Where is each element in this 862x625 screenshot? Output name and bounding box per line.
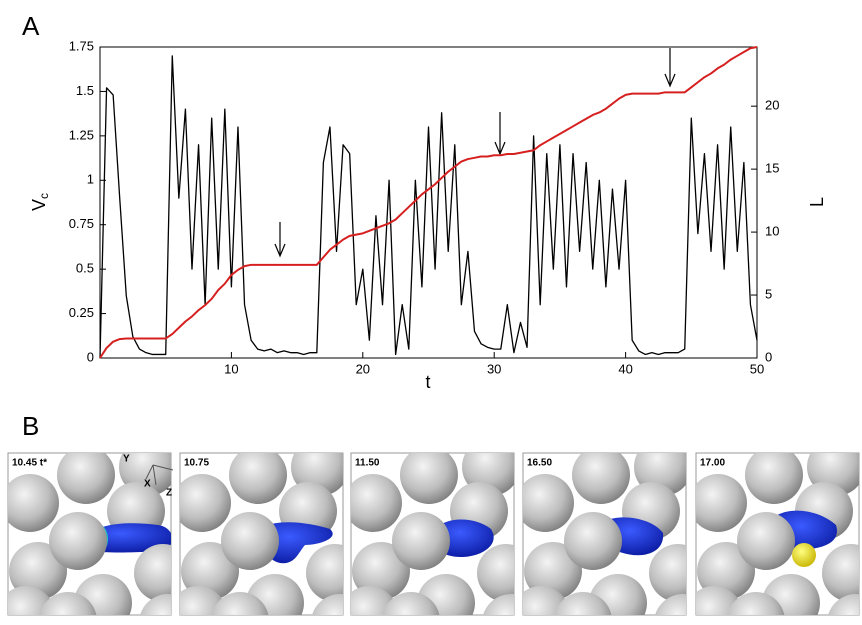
- arrows: [274, 48, 676, 258]
- y-label-main: V: [29, 199, 49, 211]
- atom: [523, 474, 574, 532]
- y-tick-label: 0: [87, 349, 94, 364]
- y2-tick-label: 5: [765, 286, 772, 301]
- atom: [483, 594, 514, 615]
- snapshot-content: [696, 453, 859, 615]
- atom: [554, 592, 612, 615]
- plot-frame: [99, 46, 758, 359]
- atom: [306, 544, 343, 602]
- y-tick-label: 1.25: [69, 127, 94, 142]
- atom: [49, 512, 107, 570]
- panel-label: B: [22, 411, 39, 441]
- y2-tick-label: 15: [765, 161, 779, 176]
- atom: [828, 594, 859, 615]
- y-tick-label: 1.5: [76, 83, 94, 98]
- atom: [822, 544, 859, 602]
- y-tick-label: 0.75: [69, 216, 94, 231]
- snapshot-label: 10.75: [184, 458, 209, 469]
- atom: [312, 594, 343, 615]
- atom: [221, 512, 279, 570]
- snapshot-label: 17.00: [700, 458, 725, 469]
- atom: [737, 512, 795, 570]
- y-label-sub: c: [37, 193, 51, 199]
- atom: [57, 453, 115, 504]
- atom: [211, 592, 269, 615]
- snapshot-content: [351, 453, 514, 615]
- snapshot-label: 10.45 t*: [12, 458, 47, 469]
- triad-label: Z: [166, 488, 172, 499]
- snapshot-label: 11.50: [355, 458, 380, 469]
- x-axis-label: t: [425, 372, 430, 392]
- triad-label: Y: [123, 454, 130, 465]
- snapshot: 11.50: [350, 452, 515, 616]
- y-axis-label: Vc: [29, 193, 51, 211]
- snapshot-content: [180, 453, 343, 615]
- atom: [697, 542, 755, 600]
- atom: [477, 544, 514, 602]
- triad-label: X: [144, 479, 151, 490]
- snapshot-label: 16.50: [527, 458, 552, 469]
- atom: [400, 453, 458, 504]
- atom: [9, 542, 67, 600]
- series-line: [99, 55, 758, 359]
- y2-tick-label: 10: [765, 224, 779, 239]
- x-tick-label: 10: [224, 361, 238, 376]
- atom: [134, 544, 171, 602]
- y-tick-label: 1: [87, 172, 94, 187]
- atom: [524, 542, 582, 600]
- atom: [392, 512, 450, 570]
- snapshot-content: [523, 453, 686, 615]
- atom: [564, 512, 622, 570]
- atom: [351, 474, 402, 532]
- y2-tick-label: 20: [765, 98, 779, 113]
- atom: [696, 474, 747, 532]
- atom: [649, 544, 686, 602]
- hot-spot: [792, 543, 816, 567]
- atom: [727, 592, 785, 615]
- atom: [229, 453, 287, 504]
- snapshot: 17.00: [695, 452, 860, 616]
- atom: [745, 453, 803, 504]
- atom: [382, 592, 440, 615]
- panel-label: A: [22, 11, 40, 41]
- axes-triad: [145, 464, 174, 486]
- atom: [180, 474, 231, 532]
- atom: [352, 542, 410, 600]
- x-tick-label: 40: [618, 361, 632, 376]
- snapshot: 10.45 t* Y X Z: [7, 452, 174, 616]
- x-tick-label: 30: [487, 361, 501, 376]
- svg-text:Vc: Vc: [29, 193, 51, 211]
- snapshot: 10.75: [179, 452, 344, 616]
- atom: [140, 594, 171, 615]
- y-tick-label: 1.75: [69, 38, 94, 53]
- atom: [8, 474, 59, 532]
- atom: [655, 594, 686, 615]
- y2-tick-label: 0: [765, 349, 772, 364]
- atom: [181, 542, 239, 600]
- y-tick-label: 0.25: [69, 305, 94, 320]
- atom: [39, 592, 97, 615]
- atom: [572, 453, 630, 504]
- x-tick-label: 50: [750, 361, 764, 376]
- snapshot: 16.50: [522, 452, 687, 616]
- snapshot-content: [8, 453, 171, 615]
- y2-axis-label: L: [807, 197, 827, 207]
- y-tick-label: 0.5: [76, 261, 94, 276]
- series-line: [99, 46, 758, 359]
- x-tick-label: 20: [356, 361, 370, 376]
